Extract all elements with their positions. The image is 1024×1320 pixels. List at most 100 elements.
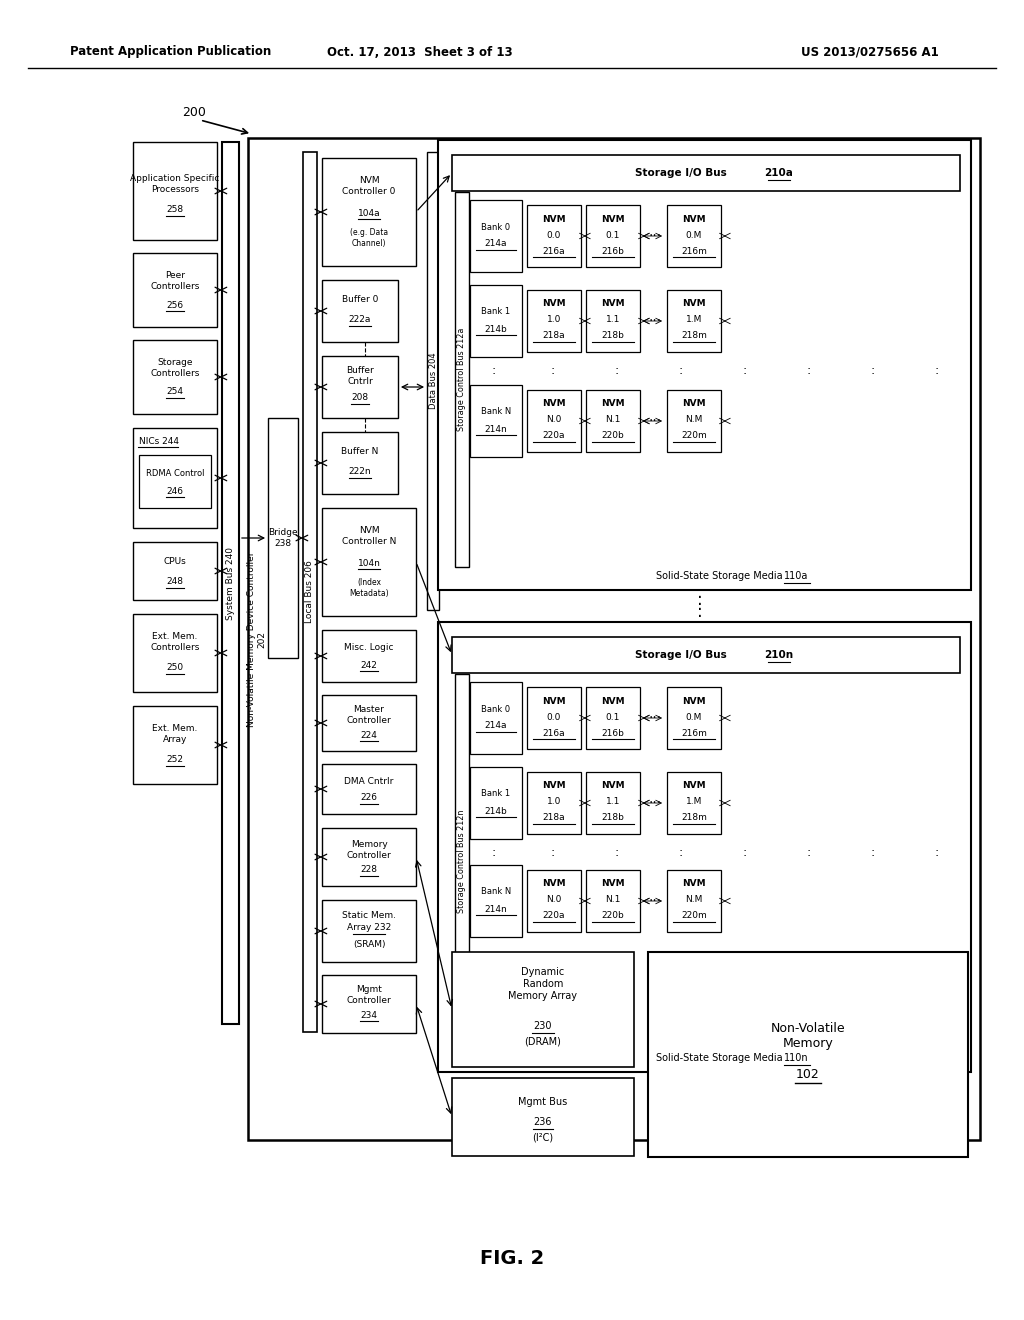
Bar — [470, 201, 522, 272]
Text: N.1: N.1 — [605, 895, 621, 904]
Text: NVM: NVM — [542, 400, 566, 408]
Text: Buffer 0: Buffer 0 — [342, 296, 378, 305]
Bar — [322, 356, 398, 418]
Text: Bank 0: Bank 0 — [481, 705, 511, 714]
Text: :: : — [614, 846, 620, 858]
Bar — [133, 341, 217, 414]
Text: Mgmt
Controller: Mgmt Controller — [347, 985, 391, 1005]
Bar — [322, 158, 416, 267]
Text: 214n: 214n — [484, 904, 507, 913]
Text: Ext. Mem.
Controllers: Ext. Mem. Controllers — [151, 632, 200, 652]
Text: 216b: 216b — [601, 247, 625, 256]
Text: 214a: 214a — [484, 239, 507, 248]
Text: 0.M: 0.M — [686, 231, 702, 239]
Text: FIG. 2: FIG. 2 — [480, 1249, 544, 1267]
Text: NVM: NVM — [542, 300, 566, 309]
Text: System Bus 240: System Bus 240 — [226, 546, 234, 619]
Text: 214n: 214n — [484, 425, 507, 433]
Bar — [438, 622, 971, 1072]
Text: 222n: 222n — [349, 467, 372, 477]
Text: :: : — [492, 846, 496, 858]
Text: ···: ··· — [648, 414, 662, 428]
Bar — [222, 143, 239, 1024]
Text: NICs 244: NICs 244 — [139, 437, 179, 446]
Text: 218a: 218a — [543, 331, 565, 341]
Text: 218m: 218m — [681, 331, 707, 341]
Bar — [586, 389, 640, 451]
Text: US 2013/0275656 A1: US 2013/0275656 A1 — [801, 45, 939, 58]
Text: NVM: NVM — [682, 214, 706, 223]
Bar — [470, 682, 522, 754]
Text: :: : — [679, 363, 683, 376]
Bar — [268, 418, 298, 657]
Text: Memory
Controller: Memory Controller — [347, 841, 391, 859]
Text: (DRAM): (DRAM) — [524, 1038, 561, 1047]
Text: Bank 1: Bank 1 — [481, 789, 511, 799]
Text: NVM: NVM — [601, 697, 625, 705]
Text: 218b: 218b — [601, 331, 625, 341]
Bar — [452, 952, 634, 1067]
Text: Bridge
238: Bridge 238 — [268, 528, 298, 548]
Text: Patent Application Publication: Patent Application Publication — [70, 45, 271, 58]
Bar — [455, 675, 469, 1049]
Text: 214b: 214b — [484, 325, 507, 334]
Bar — [586, 870, 640, 932]
Text: 1.1: 1.1 — [606, 797, 621, 807]
Text: 220m: 220m — [681, 432, 707, 441]
Bar — [452, 638, 961, 673]
Text: ···: ··· — [648, 894, 662, 908]
Bar — [527, 290, 581, 352]
Text: Application Specific
Processors: Application Specific Processors — [130, 174, 220, 194]
Bar — [527, 686, 581, 748]
Text: 200: 200 — [182, 106, 206, 119]
Text: Misc. Logic: Misc. Logic — [344, 643, 394, 652]
Bar — [586, 205, 640, 267]
Bar — [322, 828, 416, 886]
Text: 1.M: 1.M — [686, 797, 702, 807]
Bar — [455, 191, 469, 568]
Bar — [133, 253, 217, 327]
Text: 216m: 216m — [681, 247, 707, 256]
Text: 224: 224 — [360, 730, 378, 739]
Text: NVM: NVM — [542, 697, 566, 705]
Bar — [527, 772, 581, 834]
Text: Bank 1: Bank 1 — [481, 308, 511, 317]
Text: 1.0: 1.0 — [547, 797, 561, 807]
Text: Storage I/O Bus: Storage I/O Bus — [635, 649, 727, 660]
Text: Dynamic
Random
Memory Array: Dynamic Random Memory Array — [509, 968, 578, 1001]
Text: :: : — [614, 363, 620, 376]
Text: Bank N: Bank N — [481, 887, 511, 896]
Text: NVM: NVM — [601, 879, 625, 888]
Text: 1.0: 1.0 — [547, 315, 561, 325]
Text: N.0: N.0 — [547, 416, 562, 425]
Text: 216b: 216b — [601, 729, 625, 738]
Text: 0.1: 0.1 — [606, 231, 621, 239]
Bar — [303, 152, 317, 1032]
Text: 234: 234 — [360, 1011, 378, 1019]
Text: 102: 102 — [796, 1068, 820, 1081]
Text: Storage Control Bus 212n: Storage Control Bus 212n — [458, 809, 467, 913]
Text: Non-Volatile Memory Device Controller
202: Non-Volatile Memory Device Controller 20… — [248, 552, 266, 727]
Text: Buffer N: Buffer N — [341, 447, 379, 457]
Text: :: : — [492, 363, 496, 376]
Text: NVM: NVM — [682, 697, 706, 705]
Text: Non-Volatile
Memory: Non-Volatile Memory — [771, 1023, 846, 1051]
Text: ···: ··· — [648, 796, 662, 810]
Text: :: : — [697, 591, 702, 609]
Text: Bank N: Bank N — [481, 408, 511, 417]
Bar — [427, 152, 439, 610]
Text: :: : — [551, 846, 555, 858]
Bar — [438, 140, 971, 590]
Text: 216a: 216a — [543, 247, 565, 256]
Text: :: : — [551, 363, 555, 376]
Bar — [527, 389, 581, 451]
Text: 222a: 222a — [349, 315, 371, 325]
Text: 220m: 220m — [681, 912, 707, 920]
Bar — [133, 543, 217, 601]
Text: NVM
Controller N: NVM Controller N — [342, 527, 396, 545]
Text: Storage Control Bus 212a: Storage Control Bus 212a — [458, 327, 467, 432]
Text: NVM: NVM — [601, 214, 625, 223]
Bar — [470, 865, 522, 937]
Text: CPUs: CPUs — [164, 557, 186, 566]
Text: Solid-State Storage Media: Solid-State Storage Media — [656, 572, 782, 581]
